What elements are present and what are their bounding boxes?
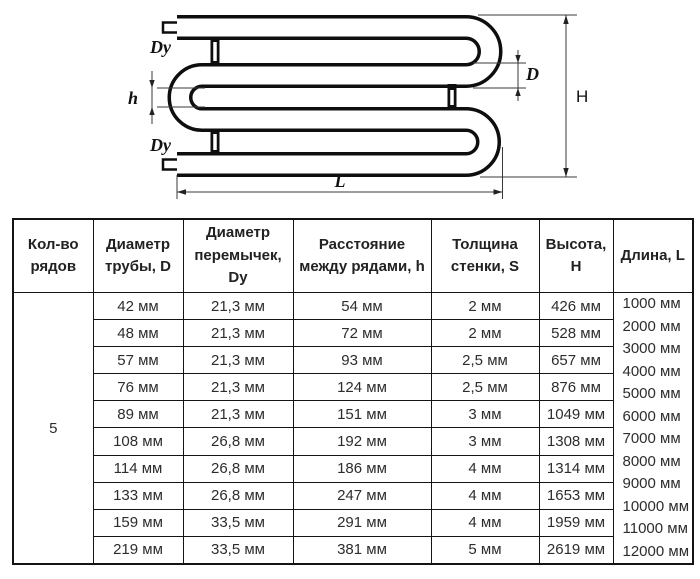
- length-value: 5000 мм: [622, 385, 681, 402]
- length-label: L: [334, 171, 346, 191]
- cell-pipe-diameter: 108 мм: [92, 427, 184, 456]
- dimension-length: [176, 147, 503, 199]
- length-value: 8000 мм: [622, 452, 681, 470]
- cell-pipe-diameter: 48 мм: [92, 319, 184, 348]
- length-value: 12000 мм: [622, 542, 690, 560]
- col-header-wall-thickness: Толщина стенки, S: [430, 218, 540, 293]
- dimension-height: [478, 14, 577, 178]
- length-value: 1000 мм: [622, 295, 681, 312]
- table-header: Кол-во рядов Диаметр трубы, D Диаметр пе…: [12, 218, 694, 293]
- length-value: 9000 мм: [622, 475, 681, 492]
- cell-jumper-diameter: 21,3 мм: [182, 400, 294, 429]
- table-row: 133 мм 26,8 мм 247 мм 4 мм 1653 мм: [13, 481, 693, 510]
- table-row: 159 мм 33,5 мм 291 мм 4 мм 1959 мм: [13, 508, 693, 537]
- cell-height: 2619 мм: [538, 535, 614, 565]
- cell-wall-thickness: 2,5 мм: [430, 346, 540, 375]
- length-cell: 1000 мм 2000 мм 3000 мм 4000 мм 5000 мм …: [612, 292, 694, 565]
- cell-row-spacing: 192 мм: [292, 427, 432, 456]
- length-value: 6000 мм: [622, 407, 681, 425]
- length-value: 4000 мм: [622, 362, 681, 380]
- jumper-pipes: [210, 37, 457, 155]
- length-value: 2000 мм: [622, 317, 681, 335]
- cell-pipe-diameter: 76 мм: [92, 373, 184, 402]
- height-label: H: [576, 87, 588, 106]
- length-value: 10000 мм: [622, 497, 690, 515]
- table-row: 114 мм 26,8 мм 186 мм 4 мм 1314 мм: [13, 454, 693, 483]
- cell-pipe-diameter: 89 мм: [92, 400, 184, 429]
- cell-height: 1959 мм: [538, 508, 614, 537]
- cell-wall-thickness: 3 мм: [430, 427, 540, 456]
- cell-wall-thickness: 5 мм: [430, 535, 540, 565]
- table-row: 57 мм 21,3 мм 93 мм 2,5 мм 657 мм: [13, 346, 693, 375]
- length-value: 3000 мм: [622, 340, 681, 357]
- cell-jumper-diameter: 21,3 мм: [182, 346, 294, 375]
- length-value: 11000 мм: [622, 520, 688, 537]
- cell-jumper-diameter: 26,8 мм: [182, 454, 294, 483]
- cell-jumper-diameter: 21,3 мм: [182, 291, 294, 321]
- cell-wall-thickness: 2 мм: [430, 319, 540, 348]
- cell-wall-thickness: 2 мм: [430, 291, 540, 321]
- row-count-cell: 5: [12, 292, 94, 565]
- table-row: 219 мм 33,5 мм 381 мм 5 мм 2619 мм: [13, 535, 693, 565]
- cell-height: 657 мм: [538, 346, 614, 375]
- cell-wall-thickness: 4 мм: [430, 481, 540, 510]
- d-label: D: [525, 64, 539, 84]
- cell-jumper-diameter: 33,5 мм: [182, 508, 294, 537]
- cell-height: 426 мм: [538, 291, 614, 321]
- dimension-d: [473, 50, 526, 101]
- col-header-height: Высота, H: [538, 218, 614, 293]
- cell-wall-thickness: 2,5 мм: [430, 373, 540, 402]
- cell-wall-thickness: 4 мм: [430, 508, 540, 537]
- cell-height: 1308 мм: [538, 427, 614, 456]
- cell-jumper-diameter: 21,3 мм: [182, 319, 294, 348]
- cell-pipe-diameter: 133 мм: [92, 481, 184, 510]
- col-header-row-spacing: Расстояние между рядами, h: [292, 218, 432, 293]
- cell-row-spacing: 291 мм: [292, 508, 432, 537]
- cell-height: 528 мм: [538, 319, 614, 348]
- table-row: 5 42 мм 21,3 мм 54 мм 2 мм 426 мм 1000 м…: [12, 291, 694, 565]
- cell-pipe-diameter: 219 мм: [92, 535, 184, 565]
- cell-row-spacing: 247 мм: [292, 481, 432, 510]
- dy-top-label: Dy: [149, 37, 172, 57]
- cell-pipe-diameter: 42 мм: [92, 291, 184, 321]
- cell-row-spacing: 381 мм: [292, 535, 432, 565]
- cell-pipe-diameter: 159 мм: [92, 508, 184, 537]
- outlet-stub: [161, 158, 177, 171]
- h-label: h: [128, 88, 138, 108]
- cell-jumper-diameter: 21,3 мм: [182, 373, 294, 402]
- cell-jumper-diameter: 26,8 мм: [182, 481, 294, 510]
- dy-bottom-label: Dy: [149, 135, 172, 155]
- table-row: 89 мм 21,3 мм 151 мм 3 мм 1049 мм: [13, 400, 693, 429]
- cell-wall-thickness: 3 мм: [430, 400, 540, 429]
- cell-row-spacing: 151 мм: [292, 400, 432, 429]
- spec-table: Кол-во рядов Диаметр трубы, D Диаметр пе…: [12, 218, 694, 565]
- cell-height: 1653 мм: [538, 481, 614, 510]
- col-header-row-count: Кол-во рядов: [12, 218, 94, 293]
- col-header-length: Длина, L: [612, 218, 694, 293]
- cell-pipe-diameter: 57 мм: [92, 346, 184, 375]
- cell-row-spacing: 93 мм: [292, 346, 432, 375]
- col-header-jumper-diameter: Диаметр перемычек, Dy: [182, 218, 294, 293]
- table-row: 48 мм 21,3 мм 72 мм 2 мм 528 мм: [13, 319, 693, 348]
- cell-row-spacing: 124 мм: [292, 373, 432, 402]
- col-header-pipe-diameter: Диаметр трубы, D: [92, 218, 184, 293]
- inlet-stub: [161, 21, 177, 34]
- dimension-h: [149, 71, 205, 124]
- cell-height: 876 мм: [538, 373, 614, 402]
- cell-row-spacing: 54 мм: [292, 291, 432, 321]
- cell-row-spacing: 72 мм: [292, 319, 432, 348]
- cell-jumper-diameter: 26,8 мм: [182, 427, 294, 456]
- table-row: 108 мм 26,8 мм 192 мм 3 мм 1308 мм: [13, 427, 693, 456]
- serpentine-pipe-diagram: h D H L Dy Dy: [128, 14, 588, 199]
- cell-jumper-diameter: 33,5 мм: [182, 535, 294, 565]
- cell-height: 1314 мм: [538, 454, 614, 483]
- cell-row-spacing: 186 мм: [292, 454, 432, 483]
- table-row: 76 мм 21,3 мм 124 мм 2,5 мм 876 мм: [13, 373, 693, 402]
- cell-wall-thickness: 4 мм: [430, 454, 540, 483]
- pipe-coil: [167, 15, 503, 177]
- cell-height: 1049 мм: [538, 400, 614, 429]
- length-value: 7000 мм: [622, 430, 681, 447]
- cell-pipe-diameter: 114 мм: [92, 454, 184, 483]
